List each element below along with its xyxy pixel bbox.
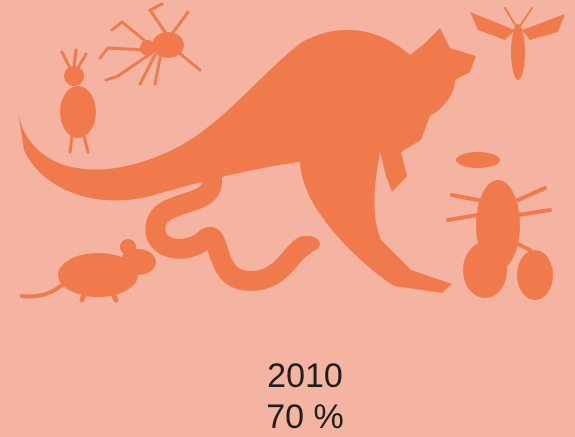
- spider-body: [152, 32, 184, 58]
- share: 70 %: [266, 398, 344, 436]
- spider: [98, 2, 202, 86]
- moth-antennae: [504, 7, 533, 27]
- moth-body: [511, 24, 525, 80]
- lobster-legs: [446, 186, 552, 272]
- snake-head: [296, 236, 320, 252]
- lobster-claw: [463, 242, 507, 298]
- mouse-legs: [79, 289, 119, 303]
- bird-head: [64, 66, 84, 86]
- spider-legs: [98, 2, 202, 86]
- lobster: [446, 152, 553, 300]
- mouse-body: [58, 253, 138, 297]
- moth: [470, 7, 565, 80]
- lobster-tail: [456, 152, 500, 168]
- mouse: [20, 239, 156, 303]
- year: 2010: [267, 357, 343, 395]
- bird-details: [60, 48, 90, 154]
- mouse-ear: [120, 239, 136, 255]
- mouse-head: [120, 249, 156, 275]
- bird: [60, 48, 96, 154]
- snake: [145, 128, 314, 291]
- bird-body: [60, 86, 96, 138]
- moth-wing: [470, 12, 515, 40]
- spider-head: [140, 40, 156, 56]
- lobster-claw: [517, 250, 553, 300]
- mouse-tail: [20, 283, 64, 299]
- moth-wing: [522, 14, 565, 40]
